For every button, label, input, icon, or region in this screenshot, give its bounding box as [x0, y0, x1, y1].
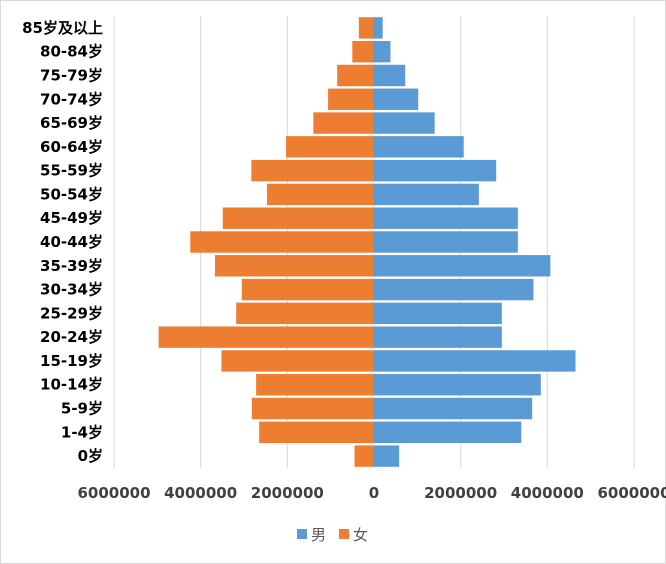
bar-female [354, 445, 374, 467]
bar-female [328, 88, 374, 110]
category-label: 35-39岁 [40, 257, 103, 275]
category-label: 0岁 [78, 447, 103, 465]
x-tick-label: 2000000 [424, 484, 497, 502]
bar-male [374, 40, 391, 63]
category-label: 45-49岁 [40, 209, 103, 227]
bar-male [374, 278, 534, 301]
legend: 男女 [297, 526, 368, 544]
x-tick-label: 4000000 [164, 484, 237, 502]
bar-female [251, 159, 374, 182]
bar-male [374, 112, 435, 134]
bar-female [286, 136, 374, 158]
x-tick-label: 0 [369, 484, 379, 502]
bar-male [374, 326, 502, 348]
bar-male [374, 64, 406, 87]
category-label: 30-34岁 [40, 281, 103, 299]
bar-female [251, 397, 374, 420]
legend-swatch [297, 529, 307, 539]
category-label: 55-59岁 [40, 162, 103, 180]
bar-female [259, 421, 374, 444]
bar-female [221, 350, 374, 372]
bar-male [374, 350, 576, 372]
category-label: 15-19岁 [40, 352, 103, 370]
category-label: 40-44岁 [40, 233, 103, 251]
bar-male [374, 183, 479, 206]
bar-male [374, 207, 518, 229]
category-label: 70-74岁 [40, 90, 103, 108]
bar-male [374, 231, 518, 253]
bar-male [374, 255, 551, 277]
bar-female [190, 231, 374, 253]
category-label: 20-24岁 [40, 328, 103, 346]
category-label: 60-64岁 [40, 138, 103, 156]
x-tick-label: 6000000 [77, 484, 150, 502]
bar-male [374, 17, 383, 39]
bar-female [313, 112, 374, 134]
bar-male [374, 421, 522, 444]
category-label: 65-69岁 [40, 114, 103, 132]
category-label: 25-29岁 [40, 304, 103, 322]
x-tick-label: 6000000 [597, 484, 666, 502]
bars [158, 17, 576, 467]
bar-male [374, 374, 541, 396]
x-tick-label: 2000000 [251, 484, 324, 502]
category-label: 10-14岁 [40, 376, 103, 394]
category-label: 75-79岁 [40, 66, 103, 84]
bar-female [241, 278, 374, 301]
bar-female [266, 183, 374, 206]
legend-label: 男 [311, 526, 326, 544]
bar-female [236, 302, 374, 325]
x-tick-labels: 6000000 4000000 2000000 0 2000000 4000000 6000… [77, 484, 666, 502]
category-labels: 0岁 1-4岁 5-9岁 10-14岁 15-19岁 20-24岁 25-29岁 30-34岁… [22, 19, 103, 465]
bar-female [352, 40, 374, 63]
legend-swatch [339, 529, 349, 539]
bar-male [374, 445, 400, 467]
bar-male [374, 88, 419, 110]
bar-female [158, 326, 374, 348]
category-label: 1-4岁 [61, 423, 103, 441]
category-label: 50-54岁 [40, 185, 103, 203]
bar-female [358, 17, 374, 39]
bar-female [337, 64, 374, 87]
x-tick-label: 4000000 [511, 484, 584, 502]
bar-female [222, 207, 374, 229]
legend-label: 女 [353, 526, 368, 544]
bar-male [374, 397, 533, 420]
category-label: 5-9岁 [61, 400, 103, 418]
bar-male [374, 136, 464, 158]
bar-male [374, 159, 497, 182]
bar-female [214, 255, 374, 277]
category-label: 80-84岁 [40, 43, 103, 61]
category-label: 85岁及以上 [22, 19, 103, 37]
bar-female [256, 374, 374, 396]
bar-male [374, 302, 502, 325]
